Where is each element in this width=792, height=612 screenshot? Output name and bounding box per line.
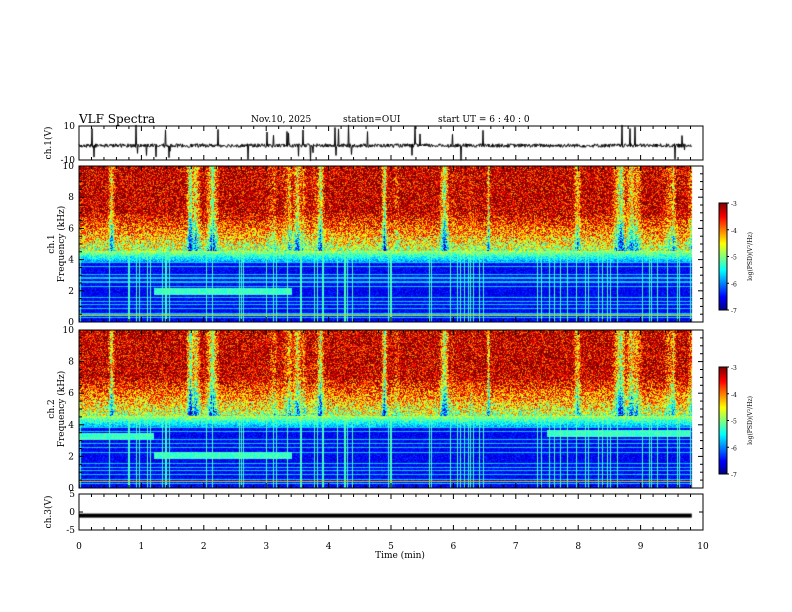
y-axis-label-group: ch.1 Frequency (kHz) xyxy=(47,206,67,283)
x-tick-label: 4 xyxy=(326,542,332,552)
x-tick-label: 10 xyxy=(697,542,709,552)
panel-frame-1 xyxy=(78,165,704,323)
colorbar-tick-label: -3 xyxy=(731,365,737,372)
x-tick-label: 5 xyxy=(388,542,394,552)
y-tick-label: 8 xyxy=(68,193,74,203)
y-tick-label: 6 xyxy=(68,389,74,399)
colorbar-frame xyxy=(718,366,728,475)
ch1-y-tick-label: 10 xyxy=(64,122,76,132)
x-tick-label: 9 xyxy=(638,542,644,552)
y-tick-label: 0 xyxy=(68,484,74,494)
y-tick-label: 10 xyxy=(63,326,75,336)
x-tick-label: 3 xyxy=(263,542,269,552)
x-axis-label: Time (min) xyxy=(375,550,425,561)
colorbar-label: log(PSD)(V²/Hz) xyxy=(747,396,754,445)
colorbar-tick-label: -3 xyxy=(731,201,737,208)
x-tick-label: 2 xyxy=(201,542,207,552)
colorbar-tick-label: -6 xyxy=(731,281,737,288)
x-tick-label: 1 xyxy=(139,542,145,552)
x-tick-label: 0 xyxy=(76,542,82,552)
station-label: station=OUI xyxy=(343,115,401,125)
colorbar-tick-label: -4 xyxy=(731,228,737,235)
y-tick-label: 8 xyxy=(68,358,74,368)
y-tick-label: 4 xyxy=(68,421,74,431)
plot-title: VLF Spectra xyxy=(79,112,156,126)
y-axis-label: Frequency (kHz) xyxy=(56,206,67,283)
y-axis-label: Frequency (kHz) xyxy=(56,371,67,448)
y-axis-label: ch.1 xyxy=(47,234,57,253)
panel-frame-3 xyxy=(78,493,704,531)
ch3-y-tick-label: 0 xyxy=(69,508,75,518)
colorbar-tick-label: -7 xyxy=(731,472,737,479)
ch3-y-tick-label: 5 xyxy=(69,490,75,500)
y-tick-label: 2 xyxy=(68,287,74,297)
x-tick-label: 7 xyxy=(513,542,519,552)
y-tick-label: 6 xyxy=(68,224,74,234)
panel-frame-2 xyxy=(78,329,704,489)
colorbar-tick-label: -5 xyxy=(731,255,737,262)
y-axis-label-group: ch.2 Frequency (kHz) xyxy=(47,371,67,448)
ch1-y-tick-label: -10 xyxy=(61,156,76,166)
ch3-y-axis-label: ch.3(V) xyxy=(43,496,54,529)
colorbar-tick-label: -4 xyxy=(731,392,737,399)
colorbar-label: log(PSD)(V²/Hz) xyxy=(747,232,754,281)
y-axis-label: ch.2 xyxy=(47,399,57,418)
colorbar-tick-label: -7 xyxy=(731,308,737,315)
start-time-label: start UT = 6 : 40 : 0 xyxy=(438,115,530,125)
x-tick-label: 6 xyxy=(451,542,457,552)
colorbar-tick-label: -5 xyxy=(731,419,737,426)
y-tick-label: 0 xyxy=(68,318,74,328)
date-label: Nov.10, 2025 xyxy=(251,115,312,125)
colorbar-frame xyxy=(718,202,728,311)
colorbar-tick-label: -6 xyxy=(731,445,737,452)
panel-frame-0 xyxy=(78,125,704,161)
y-tick-label: 10 xyxy=(63,162,75,172)
ch1-y-axis-label: ch.1(V) xyxy=(43,127,54,160)
x-tick-label: 8 xyxy=(575,542,581,552)
y-tick-label: 4 xyxy=(68,256,74,266)
ch3-y-tick-label: -5 xyxy=(66,526,75,536)
y-tick-label: 2 xyxy=(68,452,74,462)
